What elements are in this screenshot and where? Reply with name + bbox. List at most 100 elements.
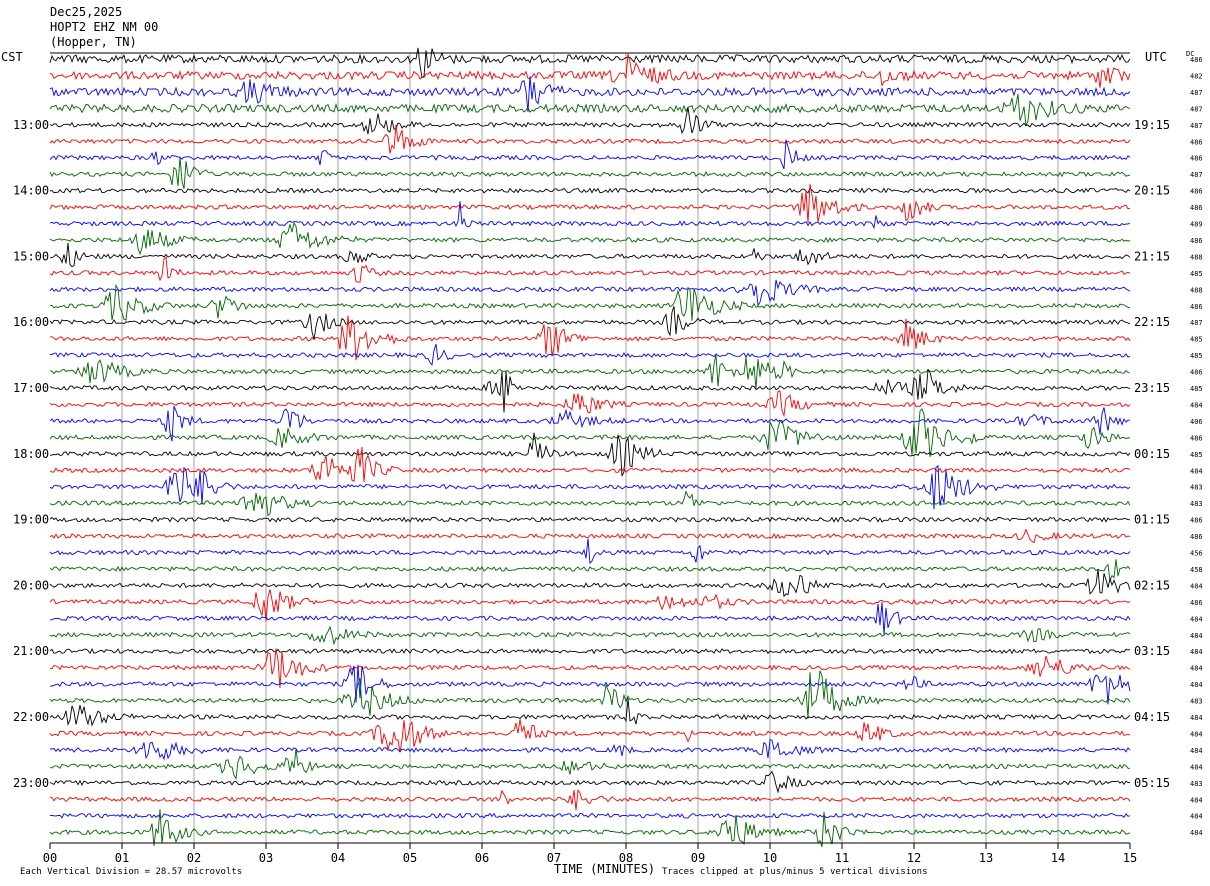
cst-hour-label: 22:00 (13, 710, 49, 724)
x-tick-label: 03 (259, 851, 273, 865)
seismic-traces (49, 47, 1131, 848)
trace-line (49, 698, 1131, 727)
trace-line (49, 788, 1131, 811)
utc-hour-label: 21:15 (1134, 249, 1170, 263)
dc-offset-label: 483 (1190, 698, 1203, 706)
time-axis: 00 01 02 03 04 05 06 07 08 09 10 11 12 13 14 15 (43, 842, 1137, 865)
trace-line (49, 201, 1131, 230)
trace-line (49, 139, 1131, 170)
trace-line (49, 343, 1131, 366)
trace-line (49, 242, 1131, 268)
dc-offset-label: 484 (1190, 582, 1203, 590)
left-timezone: CST (1, 50, 23, 64)
dc-offset-label: 482 (1190, 72, 1203, 80)
dc-offset-label: 406 (1190, 418, 1203, 426)
utc-hour-label: 00:15 (1134, 447, 1170, 461)
trace-line (49, 221, 1131, 256)
dc-offset-label: 458 (1190, 566, 1203, 574)
trace-line (49, 625, 1131, 646)
trace-line (49, 812, 1131, 819)
trace-line (49, 76, 1131, 112)
trace-line (49, 184, 1131, 224)
dc-offset-label: 483 (1190, 780, 1203, 788)
utc-hour-label: 05:15 (1134, 776, 1170, 790)
trace-line (49, 568, 1131, 598)
hour-labels: 13:00 14:00 15:00 16:00 17:00 18:00 19:00 20:00… (13, 56, 1203, 837)
trace-line (49, 306, 1131, 340)
cst-hour-label: 19:00 (13, 513, 49, 527)
trace-line (49, 647, 1131, 655)
x-tick-label: 15 (1123, 851, 1137, 865)
x-tick-label: 01 (115, 851, 129, 865)
dc-offset-label: 486 (1190, 155, 1203, 163)
dc-offset-label: 483 (1190, 484, 1203, 492)
vertical-gridlines (50, 52, 1130, 843)
utc-hour-label: 01:15 (1134, 513, 1170, 527)
cst-hour-label: 16:00 (13, 315, 49, 329)
clip-note: Traces clipped at plus/minus 5 vertical … (662, 867, 928, 877)
dc-offset-label: 486 (1190, 517, 1203, 525)
x-tick-label: 06 (475, 851, 489, 865)
cst-hour-label: 21:00 (13, 644, 49, 658)
dc-offset-label: 488 (1190, 286, 1203, 294)
trace-line (49, 446, 1131, 483)
dc-header: DC (1186, 50, 1195, 58)
trace-line (49, 256, 1131, 283)
x-tick-label: 11 (835, 851, 849, 865)
trace-line (49, 368, 1131, 413)
trace-line (49, 187, 1131, 194)
dc-offset-label: 487 (1190, 171, 1203, 179)
cst-hour-label: 14:00 (13, 184, 49, 198)
cst-hour-label: 17:00 (13, 381, 49, 395)
trace-line (49, 94, 1131, 126)
x-tick-label: 02 (187, 851, 201, 865)
trace-line (49, 124, 1131, 154)
cst-hour-label: 13:00 (13, 118, 49, 132)
utc-hour-label: 19:15 (1134, 118, 1170, 132)
dc-offset-label: 484 (1190, 829, 1203, 837)
dc-offset-label: 486 (1190, 533, 1203, 541)
trace-line (49, 670, 1131, 719)
trace-line (49, 47, 1131, 79)
trace-line (49, 432, 1131, 477)
trace-line (49, 53, 1131, 88)
trace-line (49, 107, 1131, 135)
dc-offset-label: 484 (1190, 813, 1203, 821)
x-tick-label: 08 (619, 851, 633, 865)
dc-offset-label: 488 (1190, 253, 1203, 261)
cst-hour-label: 18:00 (13, 447, 49, 461)
dc-offset-label: 486 (1190, 369, 1203, 377)
trace-line (49, 809, 1131, 848)
right-timezone: UTC (1145, 50, 1167, 64)
trace-line (49, 648, 1131, 689)
dc-offset-label: 485 (1190, 336, 1203, 344)
trace-line (49, 602, 1131, 635)
trace-line (49, 719, 1131, 753)
dc-offset-label: 487 (1190, 122, 1203, 130)
date-label: Dec25,2025 (50, 5, 123, 19)
trace-line (49, 315, 1131, 361)
trace-line (49, 559, 1131, 583)
utc-hour-label: 20:15 (1134, 184, 1170, 198)
x-axis-title: TIME (MINUTES) (554, 862, 656, 876)
x-tick-label: 04 (331, 851, 345, 865)
dc-offset-label: 484 (1190, 796, 1203, 804)
dc-offset-label: 456 (1190, 550, 1203, 558)
dc-offset-label: 484 (1190, 681, 1203, 689)
utc-hour-label: 02:15 (1134, 578, 1170, 592)
dc-offset-label: 486 (1190, 599, 1203, 607)
dc-offset-label: 486 (1190, 237, 1203, 245)
cst-hour-label: 15:00 (13, 249, 49, 263)
dc-offset-label: 486 (1190, 303, 1203, 311)
dc-offset-label: 484 (1190, 747, 1203, 755)
dc-offset-label: 487 (1190, 89, 1203, 97)
dc-offset-label: 485 (1190, 451, 1203, 459)
dc-offset-label: 486 (1190, 188, 1203, 196)
dc-offset-label: 484 (1190, 615, 1203, 623)
dc-offset-label: 486 (1190, 138, 1203, 146)
dc-offset-label: 486 (1190, 434, 1203, 442)
utc-hour-label: 04:15 (1134, 710, 1170, 724)
station-label: HOPT2 EHZ NM 00 (50, 20, 159, 34)
cst-hour-label: 23:00 (13, 776, 49, 790)
